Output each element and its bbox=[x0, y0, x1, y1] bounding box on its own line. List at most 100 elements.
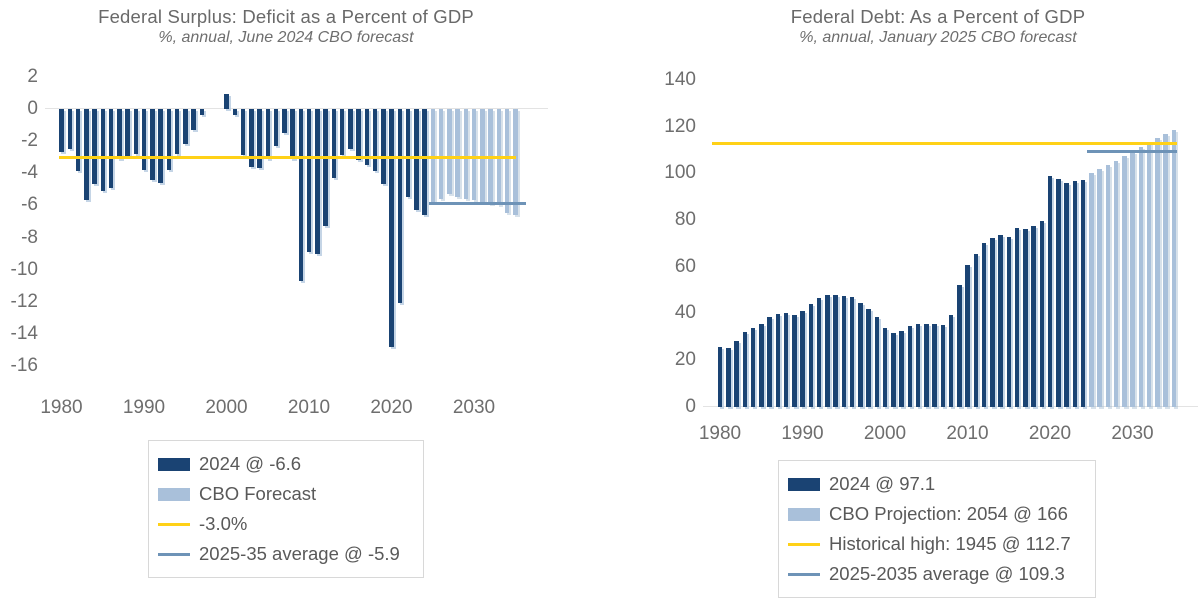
bar-1982 bbox=[734, 341, 739, 407]
bar-2030 bbox=[1130, 151, 1135, 407]
bar-2022 bbox=[405, 108, 411, 198]
bar-2010 bbox=[306, 108, 312, 252]
bar-2016 bbox=[1014, 228, 1020, 407]
bar-1983 bbox=[742, 331, 747, 407]
bar-2023 bbox=[414, 108, 419, 211]
bar-1997 bbox=[858, 302, 863, 407]
legend-item: -3.0% bbox=[158, 513, 417, 535]
deficit-chart-subtitle: %, annual, June 2024 CBO forecast bbox=[158, 29, 414, 46]
bar-2015 bbox=[348, 108, 353, 149]
deficit-legend: 2024 @ -6.6 CBO Forecast -3.0% 2025-35 aver… bbox=[148, 440, 424, 578]
y-tick-0: 0 bbox=[685, 395, 696, 417]
bar-2025 bbox=[430, 108, 435, 203]
bar-2029 bbox=[463, 108, 468, 199]
x-tick-2020: 2020 bbox=[370, 397, 413, 418]
bar-2033 bbox=[1155, 137, 1160, 407]
bar-1990 bbox=[141, 108, 147, 170]
legend-item: CBO Forecast bbox=[158, 483, 417, 505]
x-tick-2030: 2030 bbox=[1111, 423, 1154, 444]
debt-chart-title: Federal Debt: As a Percent of GDP bbox=[790, 6, 1086, 27]
y-tick-60: 60 bbox=[674, 255, 696, 277]
bar-2021 bbox=[397, 108, 402, 304]
zero-gridline bbox=[703, 405, 1198, 408]
bar-2015 bbox=[1006, 237, 1011, 407]
bar-1981 bbox=[726, 347, 731, 407]
legend-label: Historical high: 1945 @ 112.7 bbox=[829, 533, 1071, 554]
line-swatch bbox=[158, 552, 190, 556]
bar-2031 bbox=[1138, 146, 1143, 407]
bar-2001 bbox=[891, 333, 896, 407]
bar-2000 bbox=[882, 328, 888, 407]
x-tick-2030: 2030 bbox=[452, 397, 496, 418]
bar-2027 bbox=[1105, 165, 1110, 407]
bar-2034 bbox=[1163, 133, 1168, 407]
bar-2006 bbox=[273, 108, 279, 146]
bar-2014 bbox=[998, 234, 1003, 407]
bar-2020 bbox=[389, 108, 394, 347]
bar-1989 bbox=[792, 314, 797, 407]
bar-2026 bbox=[1097, 168, 1102, 407]
bar-swatch bbox=[158, 487, 190, 501]
legend-item: 2024 @ -6.6 bbox=[158, 453, 417, 475]
x-tick-2000: 2000 bbox=[205, 397, 248, 418]
bar-2035 bbox=[1171, 130, 1176, 407]
legend-label: 2024 @ -6.6 bbox=[199, 453, 302, 474]
legend-label: 2025-2035 average @ 109.3 bbox=[829, 563, 1065, 584]
bar-1983 bbox=[84, 108, 89, 201]
legend-label: 2024 @ 97.1 bbox=[829, 473, 936, 494]
x-tick-2010: 2010 bbox=[946, 423, 989, 444]
bar-2016 bbox=[356, 108, 361, 161]
line-swatch bbox=[788, 572, 820, 576]
bar-2034 bbox=[504, 108, 510, 214]
legend-label: -3.0% bbox=[199, 513, 248, 534]
bar-1999 bbox=[874, 317, 879, 407]
bar-2009 bbox=[957, 284, 962, 407]
bar-2012 bbox=[323, 108, 328, 227]
bar-2007 bbox=[282, 108, 287, 133]
bar-2004 bbox=[257, 108, 262, 169]
bar-1996 bbox=[191, 108, 196, 130]
bar-1989 bbox=[133, 108, 138, 154]
legend-item: CBO Projection: 2054 @ 166 bbox=[788, 503, 1089, 525]
y-tick--16: -16 bbox=[10, 355, 38, 377]
zero-gridline bbox=[45, 107, 548, 110]
bar-2007 bbox=[940, 324, 945, 407]
bar-2009 bbox=[298, 108, 303, 281]
bar-2025 bbox=[1089, 172, 1094, 407]
line-swatch bbox=[158, 522, 190, 526]
bar-1986 bbox=[767, 316, 772, 407]
bar-1995 bbox=[841, 295, 846, 407]
bar-2024 bbox=[1080, 179, 1086, 407]
bar-1997 bbox=[199, 108, 204, 116]
bar-1986 bbox=[108, 108, 114, 188]
bar-1984 bbox=[92, 108, 97, 185]
bar-2014 bbox=[339, 108, 345, 156]
debt-legend: 2024 @ 97.1 CBO Projection: 2054 @ 166 His… bbox=[778, 460, 1096, 598]
bar-1984 bbox=[750, 328, 756, 407]
y-tick-100: 100 bbox=[664, 162, 696, 184]
reference-line-average bbox=[1087, 150, 1178, 153]
x-tick-1990: 1990 bbox=[781, 423, 824, 444]
bar-2000 bbox=[224, 94, 229, 109]
bar-2012 bbox=[981, 243, 987, 407]
x-tick-2010: 2010 bbox=[287, 397, 331, 418]
bar-1991 bbox=[150, 108, 155, 180]
bar-2031 bbox=[480, 108, 485, 203]
y-tick-20: 20 bbox=[674, 349, 696, 370]
bar-2024 bbox=[422, 108, 427, 215]
y-tick--12: -12 bbox=[10, 290, 38, 312]
bar-2028 bbox=[1113, 161, 1119, 407]
bar-1993 bbox=[166, 108, 171, 170]
bar-1987 bbox=[117, 108, 122, 159]
bar-swatch bbox=[788, 507, 820, 521]
bar-1985 bbox=[759, 323, 764, 407]
y-tick-2: 2 bbox=[27, 65, 38, 87]
bar-1982 bbox=[75, 108, 81, 172]
x-tick-1980: 1980 bbox=[40, 397, 83, 418]
legend-item: 2025-35 average @ -5.9 bbox=[158, 543, 417, 565]
bar-2026 bbox=[438, 108, 444, 199]
bar-1988 bbox=[125, 108, 130, 157]
